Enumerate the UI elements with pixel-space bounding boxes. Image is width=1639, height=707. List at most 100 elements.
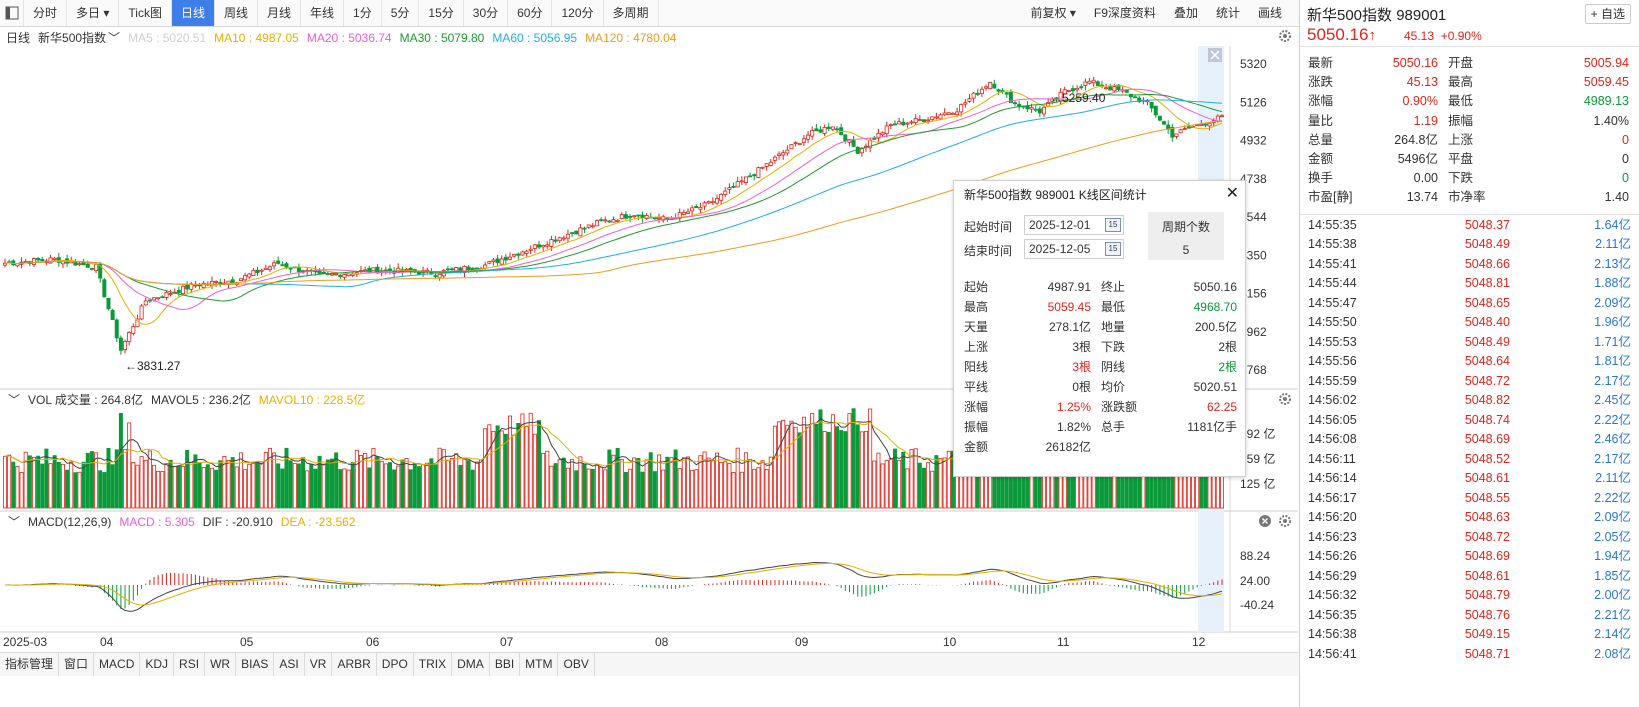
- volume-bar: [450, 457, 455, 509]
- candle-body: [454, 267, 459, 272]
- candle-body: [508, 256, 513, 260]
- tab-5min[interactable]: 5分: [382, 0, 420, 26]
- candle-body: [818, 129, 823, 133]
- indicator-tab-14[interactable]: MTM: [520, 653, 559, 676]
- volume-bar: [147, 450, 152, 509]
- chevron-down-icon[interactable]: ﹀: [8, 515, 21, 529]
- tab-60min[interactable]: 60分: [508, 0, 553, 26]
- tab-30min[interactable]: 30分: [464, 0, 509, 26]
- tab-multiday[interactable]: 多日 ▾: [67, 0, 120, 26]
- indicator-tab-5[interactable]: WR: [205, 653, 237, 676]
- legend-symbol-name[interactable]: 新华500指数: [38, 31, 107, 45]
- indicator-tab-6[interactable]: BIAS: [236, 653, 275, 676]
- volume-bar: [19, 472, 24, 509]
- volume-bar: [102, 472, 107, 509]
- volume-bar: [354, 449, 359, 509]
- tick-amount: 1.71亿: [1594, 334, 1631, 349]
- calendar-icon[interactable]: 15: [1105, 242, 1121, 256]
- tab-yearly[interactable]: 年线: [301, 0, 345, 26]
- candle-body: [276, 260, 281, 264]
- tick-amount: 2.22亿: [1594, 412, 1631, 427]
- tick-amount: 2.05亿: [1594, 529, 1631, 544]
- tick-list[interactable]: 14:55:35 5048.37 1.64亿 14:55:38 5048.49 2.11亿…: [1300, 215, 1639, 665]
- tab-intraday[interactable]: 分时: [24, 0, 68, 26]
- volume-bar: [897, 459, 902, 509]
- candle-body: [975, 92, 980, 95]
- tab-tick[interactable]: Tick图: [119, 0, 172, 26]
- gear-icon[interactable]: [1278, 392, 1292, 406]
- candle-body: [209, 280, 214, 287]
- indicator-tab-9[interactable]: ARBR: [332, 653, 377, 676]
- tab-daily[interactable]: 日线: [171, 0, 215, 26]
- tick-price: 5048.61: [1464, 568, 1510, 583]
- candle-body: [214, 281, 219, 283]
- gear-icon[interactable]: [1278, 29, 1292, 43]
- popup-stat-value: 0根: [1072, 380, 1091, 394]
- f9-button[interactable]: F9深度资料: [1093, 6, 1156, 20]
- overlay-button[interactable]: 叠加: [1173, 6, 1198, 20]
- tab-120min[interactable]: 120分: [552, 0, 604, 26]
- candle-body: [806, 134, 811, 140]
- start-date-input[interactable]: 2025-12-01 15: [1024, 215, 1124, 235]
- indicator-tab-8[interactable]: VR: [305, 653, 333, 676]
- indicator-tab-4[interactable]: RSI: [174, 653, 206, 676]
- draw-line-button[interactable]: 画线: [1257, 6, 1282, 20]
- volume-bar: [801, 416, 806, 509]
- indicator-tab-13[interactable]: BBI: [490, 653, 521, 676]
- volume-bar: [553, 463, 558, 509]
- candle-body: [781, 152, 786, 156]
- calendar-icon[interactable]: 15: [1105, 218, 1121, 232]
- volume-bar: [317, 455, 322, 509]
- candle-body: [901, 121, 906, 126]
- candle-body: [594, 220, 599, 227]
- volume-bar: [412, 463, 417, 509]
- popup-stat-value: 278.1亿: [1048, 320, 1091, 334]
- candle-body: [772, 156, 777, 161]
- tab-multi-period[interactable]: 多周期: [604, 0, 659, 26]
- adjust-dropdown[interactable]: 前复权 ▾: [1022, 0, 1085, 26]
- indicator-tab-10[interactable]: DPO: [377, 653, 414, 676]
- indicator-tab-3[interactable]: KDJ: [140, 653, 175, 676]
- indicator-tab-11[interactable]: TRIX: [414, 653, 453, 676]
- volume-bar: [561, 457, 566, 509]
- end-date-input[interactable]: 2025-12-05 15: [1024, 239, 1124, 259]
- chevron-down-icon[interactable]: ﹀: [108, 31, 121, 45]
- volume-bar: [843, 431, 848, 509]
- indicator-tab-12[interactable]: DMA: [452, 653, 490, 676]
- indicator-tab-0[interactable]: 指标管理: [0, 653, 60, 676]
- chevron-down-icon[interactable]: ﹀: [8, 393, 21, 407]
- volume-bar: [209, 467, 214, 509]
- candle-body: [288, 267, 293, 270]
- indicator-tab-2[interactable]: MACD: [94, 653, 141, 676]
- volume-bar: [640, 471, 645, 509]
- tab-monthly[interactable]: 月线: [258, 0, 302, 26]
- tick-time: 14:56:35: [1308, 607, 1357, 622]
- volume-tick-label: 392 亿: [1240, 426, 1275, 441]
- tab-15min[interactable]: 15分: [419, 0, 464, 26]
- tick-amount: 2.11亿: [1595, 471, 1631, 485]
- tab-weekly[interactable]: 周线: [215, 0, 258, 26]
- tick-row: 14:56:23 5048.72 2.05亿: [1308, 528, 1631, 548]
- indicator-tab-15[interactable]: OBV: [558, 653, 595, 676]
- candle-body: [160, 296, 165, 299]
- volume-bar: [917, 462, 922, 509]
- tab-1min[interactable]: 1分: [344, 0, 382, 26]
- volume-bar: [706, 457, 711, 509]
- indicator-tab-1[interactable]: 窗口: [59, 653, 95, 676]
- indicator-tab-7[interactable]: ASI: [274, 653, 305, 676]
- popup-stat-value: 62.25: [1206, 400, 1237, 414]
- panel-toggle-left-icon[interactable]: [0, 0, 24, 26]
- tick-time: 14:55:38: [1308, 237, 1357, 251]
- tick-price: 5048.72: [1464, 529, 1510, 544]
- ma10-line: [4, 84, 1223, 325]
- close-icon[interactable]: ✕: [1225, 185, 1239, 202]
- add-watchlist-button[interactable]: + 自选: [1584, 4, 1631, 24]
- tick-time: 14:56:29: [1308, 568, 1357, 583]
- candle-body: [690, 207, 695, 212]
- volume-bar: [681, 457, 686, 509]
- close-icon[interactable]: [1258, 514, 1272, 528]
- gear-icon[interactable]: [1278, 514, 1292, 528]
- statistics-button[interactable]: 统计: [1215, 6, 1240, 20]
- candle-body: [909, 121, 914, 124]
- tick-time: 14:56:05: [1308, 412, 1357, 427]
